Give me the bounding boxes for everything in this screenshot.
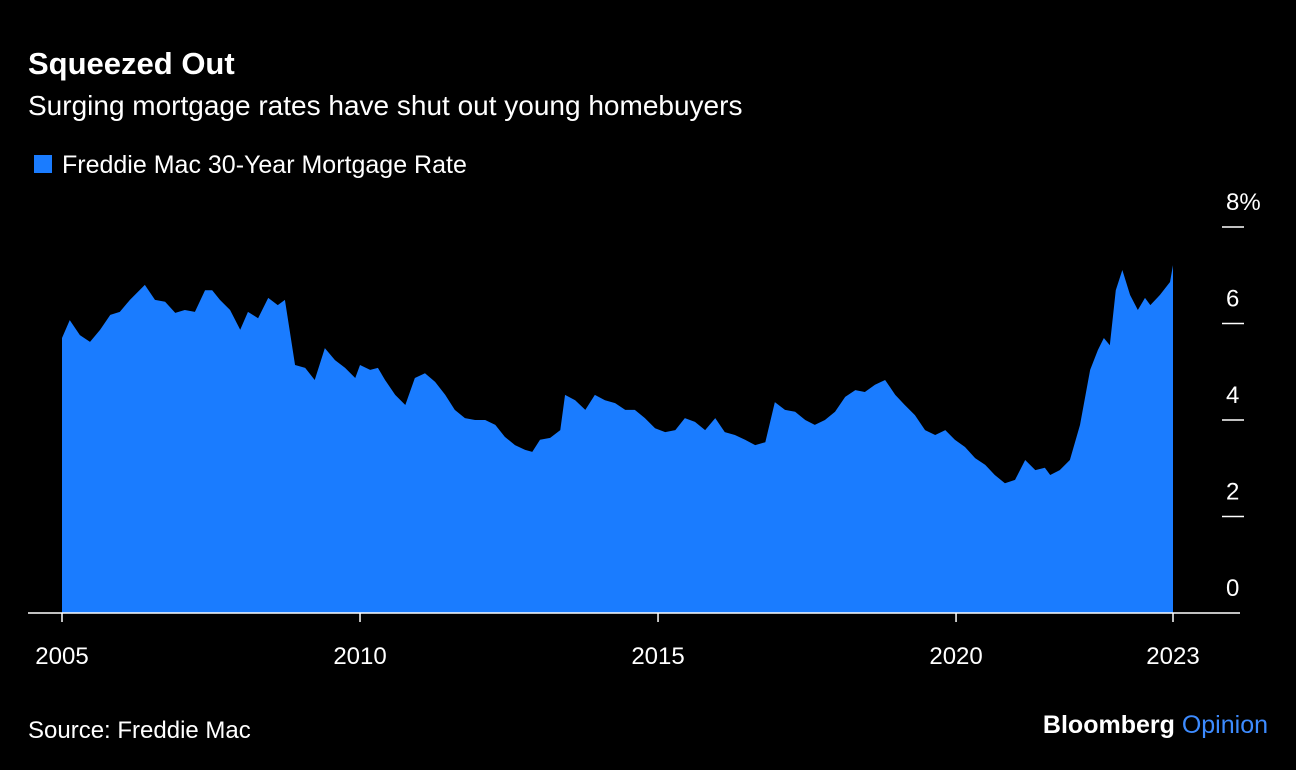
legend-label: Freddie Mac 30-Year Mortgage Rate	[62, 151, 467, 179]
x-tick-label: 2015	[631, 643, 684, 670]
branding: Bloomberg Opinion	[1043, 711, 1268, 739]
legend-swatch	[34, 155, 52, 173]
y-tick-label: 6	[1226, 286, 1239, 313]
y-tick-label: 0	[1226, 575, 1239, 602]
x-tick-label: 2023	[1146, 643, 1199, 670]
chart-subtitle: Surging mortgage rates have shut out you…	[28, 90, 742, 121]
x-tick-label: 2005	[35, 643, 88, 670]
y-tick-label: 2	[1226, 479, 1239, 506]
source: Source: Freddie Mac	[28, 717, 251, 744]
chart-title: Squeezed Out	[28, 46, 235, 81]
brand-section: Opinion	[1182, 711, 1268, 739]
x-tick-label: 2010	[333, 643, 386, 670]
y-tick-label: 8%	[1226, 189, 1261, 216]
x-tick-label: 2020	[929, 643, 982, 670]
brand: Bloomberg	[1043, 711, 1175, 739]
area	[62, 265, 1173, 613]
y-tick-label: 4	[1226, 382, 1239, 409]
